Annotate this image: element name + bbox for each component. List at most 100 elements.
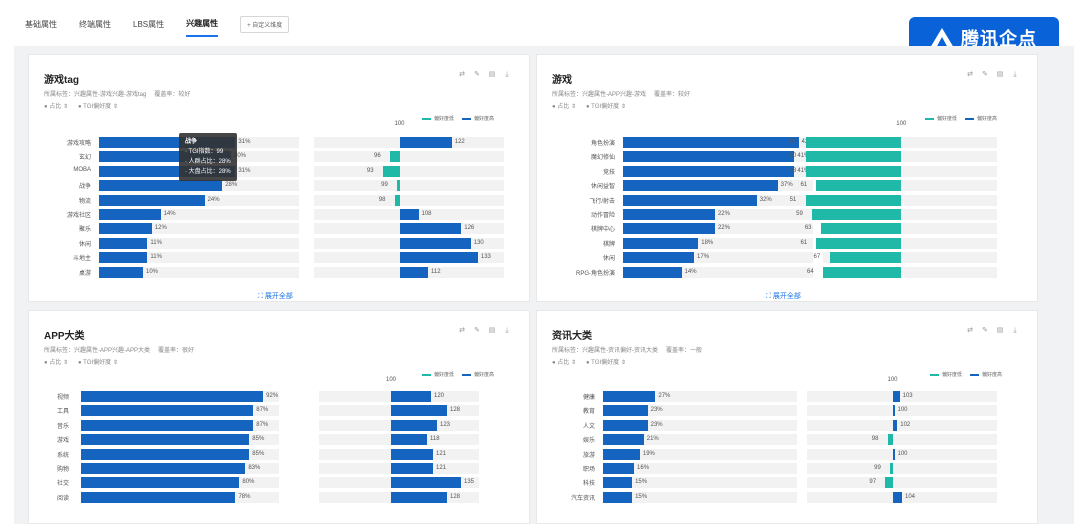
ratio-bar[interactable] [623,194,757,206]
edit-icon[interactable]: ✎ [474,327,480,334]
tab-lbs[interactable]: LBS属性 [133,20,165,29]
ratio-bar[interactable] [603,448,640,460]
ratio-bar[interactable] [81,434,250,446]
ratio-bar[interactable] [623,252,695,264]
export-icon[interactable]: ▤ [996,71,1004,78]
edit-icon[interactable]: ✎ [982,327,988,334]
ratio-bar[interactable] [623,180,778,192]
ratio-bar[interactable] [623,151,795,163]
tab-interest[interactable]: 兴趣属性 [186,18,219,37]
tgi-bar[interactable] [391,448,433,460]
tgi-bar[interactable] [890,463,893,474]
switch-icon[interactable]: ⇄ [967,71,973,78]
ratio-bar[interactable] [81,391,264,402]
tgi-bar[interactable] [391,405,447,417]
tgi-bar[interactable] [805,137,902,148]
tgi-bar[interactable] [399,237,471,249]
tgi-bar[interactable] [892,391,900,402]
tgi-bar[interactable] [812,209,902,220]
ratio-bar[interactable] [603,477,633,489]
ratio-bar[interactable] [99,165,236,177]
tab-basic[interactable]: 基础属性 [25,20,57,29]
tgi-bar[interactable] [399,266,428,278]
ratio-bar[interactable] [99,223,152,235]
tgi-bar[interactable] [820,223,902,235]
tgi-bar[interactable] [805,165,902,177]
ratio-bar[interactable] [81,405,254,417]
tgi-bar[interactable] [391,434,427,446]
ratio-bar[interactable] [623,165,795,177]
tgi-bar[interactable] [399,252,478,264]
tgi-bar[interactable] [805,194,902,206]
tgi-bar[interactable] [399,209,419,220]
download-icon[interactable]: ⤓ [1013,71,1017,78]
ratio-bar[interactable] [623,209,715,220]
tgi-bar[interactable] [390,151,400,163]
export-icon[interactable]: ▤ [488,327,496,334]
tgi-bar[interactable] [805,151,902,163]
tgi-bar[interactable] [892,405,895,417]
ratio-bar[interactable] [99,137,236,148]
ratio-bar[interactable] [623,137,799,148]
sort-by-tgi[interactable]: ● TGI偏好度 ⇕ [78,360,118,366]
tgi-bar[interactable] [394,194,400,206]
ratio-bar[interactable] [603,491,633,503]
ratio-bar[interactable] [603,391,656,402]
tab-device[interactable]: 终端属性 [79,20,111,29]
ratio-bar[interactable] [603,405,648,417]
tgi-bar[interactable] [391,463,433,474]
ratio-bar[interactable] [81,419,254,431]
tgi-bar[interactable] [399,137,452,148]
ratio-bar[interactable] [81,491,236,503]
tgi-bar[interactable] [382,165,400,177]
sort-by-ratio[interactable]: ● 占比 ⇕ [44,104,68,110]
ratio-bar[interactable] [99,252,148,264]
tgi-bar[interactable] [892,491,902,503]
tgi-bar[interactable] [397,180,400,192]
export-icon[interactable]: ▤ [996,327,1004,334]
ratio-bar[interactable] [99,151,231,163]
ratio-bar[interactable] [81,477,240,489]
tgi-bar[interactable] [892,419,898,431]
edit-icon[interactable]: ✎ [982,71,988,78]
ratio-bar[interactable] [99,237,148,249]
download-icon[interactable]: ⤓ [505,71,509,78]
tgi-bar[interactable] [823,266,902,278]
ratio-bar[interactable] [603,419,648,431]
ratio-bar[interactable] [99,266,143,278]
sort-by-ratio[interactable]: ● 占比 ⇕ [44,360,68,366]
tgi-bar[interactable] [391,477,461,489]
export-icon[interactable]: ▤ [488,71,496,78]
tgi-bar[interactable] [816,180,902,192]
ratio-bar[interactable] [81,463,246,474]
tgi-bar[interactable] [399,223,462,235]
ratio-bar[interactable] [603,434,644,446]
tgi-bar[interactable] [892,448,895,460]
ratio-bar[interactable] [603,463,635,474]
switch-icon[interactable]: ⇄ [459,327,465,334]
tgi-bar[interactable] [391,391,431,402]
tgi-bar[interactable] [816,237,902,249]
sort-by-tgi[interactable]: ● TGI偏好度 ⇕ [586,360,626,366]
download-icon[interactable]: ⤓ [1013,327,1017,334]
ratio-bar[interactable] [99,194,205,206]
sort-by-tgi[interactable]: ● TGI偏好度 ⇕ [586,104,626,110]
sort-by-ratio[interactable]: ● 占比 ⇕ [552,104,576,110]
switch-icon[interactable]: ⇄ [967,327,973,334]
switch-icon[interactable]: ⇄ [459,71,465,78]
ratio-bar[interactable] [623,223,715,235]
ratio-bar[interactable] [81,448,250,460]
tgi-bar[interactable] [829,252,902,264]
custom-dimension-button[interactable]: + 自定义维度 [240,16,290,33]
expand-all-link[interactable]: ⛶ 展开全部 [258,293,293,300]
sort-by-tgi[interactable]: ● TGI偏好度 ⇕ [78,104,118,110]
download-icon[interactable]: ⤓ [505,327,509,334]
ratio-bar[interactable] [99,209,161,220]
tgi-bar[interactable] [391,419,437,431]
sort-by-ratio[interactable]: ● 占比 ⇕ [552,360,576,366]
tgi-bar[interactable] [887,434,893,446]
ratio-bar[interactable] [623,237,699,249]
tgi-bar[interactable] [885,477,893,489]
ratio-bar[interactable] [623,266,682,278]
ratio-bar[interactable] [99,180,223,192]
